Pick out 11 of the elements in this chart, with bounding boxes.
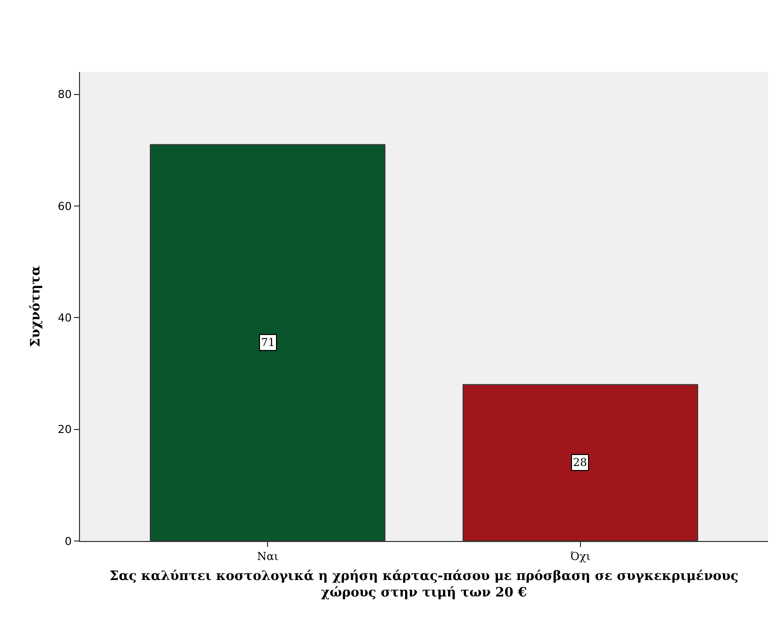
y-axis-title: Συχνότητα <box>28 266 44 348</box>
y-tick-label: 40 <box>58 312 72 325</box>
y-tick-label: 60 <box>58 200 72 213</box>
y-tick-label: 20 <box>58 423 72 436</box>
x-axis-title: Σας καλύπτει κοστολογικά η χρήση κάρτας-πάσου με πρόσβαση σε συγκεκριμένους χώρους στην τιμή των 20 € <box>110 568 739 601</box>
x-tick-label: Όχι <box>570 550 590 564</box>
x-tick-label: Ναι <box>256 550 278 564</box>
data-label: 71 <box>261 336 275 349</box>
data-label: 28 <box>573 456 587 469</box>
y-tick-label: 0 <box>64 534 72 548</box>
y-tick-label: 80 <box>58 88 72 102</box>
